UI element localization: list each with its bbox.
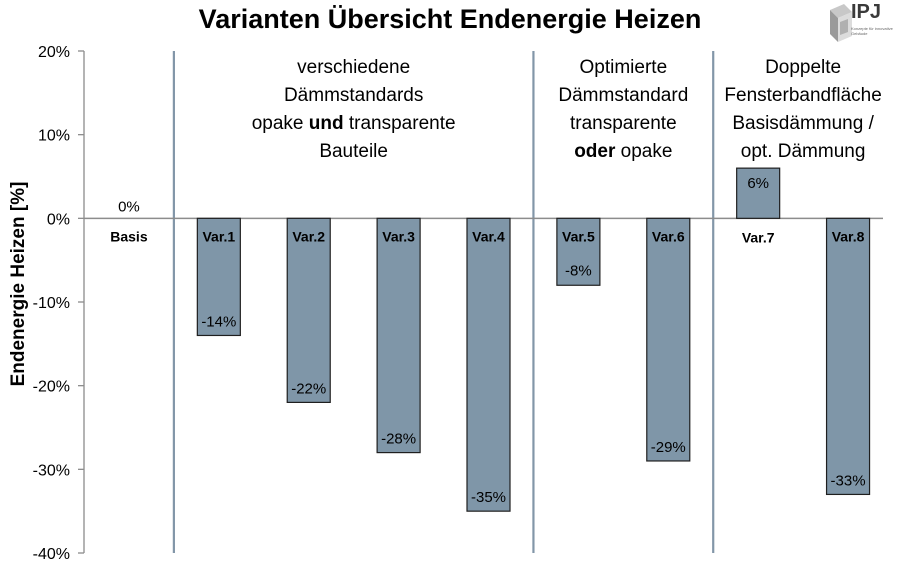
data-label: -28% (381, 431, 416, 448)
group-label-emphasis: und (308, 113, 344, 134)
group-label: Optimierte Dämmstandard transparente oder o… (533, 54, 713, 166)
category-label: Var.1 (202, 228, 235, 244)
bar (825, 217, 871, 496)
group-label-line: Dämmstandard (558, 85, 689, 106)
category-label: Var.8 (832, 228, 865, 244)
y-tick-label: -30% (33, 462, 70, 479)
group-label-line: Bauteile (319, 141, 388, 162)
group-label-line: verschiedene (297, 57, 411, 78)
data-label: 0% (118, 198, 140, 215)
bar (556, 217, 601, 286)
group-label-line: Basisdämmung / (732, 113, 874, 134)
group-label-line: Doppelte (765, 57, 842, 78)
group-label-line: opt. Dämmung (740, 141, 866, 162)
data-label: 6% (747, 175, 769, 192)
group-label-text: transparente (343, 113, 456, 134)
y-tick-label: 10% (38, 128, 70, 145)
data-label: -33% (831, 472, 866, 489)
bar (376, 217, 421, 454)
group-label-text: opake (251, 113, 309, 134)
y-tick-label: -20% (33, 379, 70, 396)
category-label: Var.2 (292, 228, 325, 244)
group-label-line: Dämmstandards (283, 85, 424, 106)
group-label-line: opake und transparente (174, 110, 534, 138)
y-tick-label: -10% (33, 295, 70, 312)
category-label: Var.7 (742, 229, 775, 245)
bar (646, 217, 691, 462)
logo-subtext: Konzepte für innovative Gebäude (851, 26, 893, 36)
y-tick-label: -40% (33, 546, 70, 563)
group-label: verschiedene Dämmstandards opake und trans… (174, 54, 534, 166)
y-axis-label: Endenergie Heizen [%] (8, 182, 29, 387)
data-label: -8% (565, 262, 592, 279)
group-label: Doppelte Fensterbandfläche Basisdämmung / o… (713, 54, 893, 166)
y-tick-label: 0% (47, 211, 70, 228)
category-label: Var.5 (562, 228, 595, 244)
group-label-line: transparente (569, 113, 677, 134)
data-label: -29% (651, 439, 686, 456)
data-label: -14% (201, 313, 236, 330)
group-label-text: opake (615, 141, 673, 162)
group-label-line: oder opake (533, 138, 713, 166)
bar (196, 217, 241, 337)
category-label: Basis (110, 228, 148, 244)
data-label: -22% (291, 380, 326, 397)
group-label-line: Optimierte (579, 57, 668, 78)
chart-title: Varianten Übersicht Endenergie Heizen (198, 4, 702, 34)
ipj-logo-icon (830, 4, 852, 42)
group-label-emphasis: oder (574, 141, 616, 162)
bar (466, 217, 511, 512)
category-label: Var.6 (652, 228, 685, 244)
data-label: -35% (471, 489, 506, 506)
category-label: Var.4 (472, 228, 505, 244)
logo-text: IPJ (851, 1, 882, 23)
bar (736, 167, 781, 219)
category-label: Var.3 (382, 228, 415, 244)
y-tick-label: 20% (38, 44, 70, 61)
group-label-line: Fensterbandfläche (724, 85, 882, 106)
bar (286, 217, 331, 403)
